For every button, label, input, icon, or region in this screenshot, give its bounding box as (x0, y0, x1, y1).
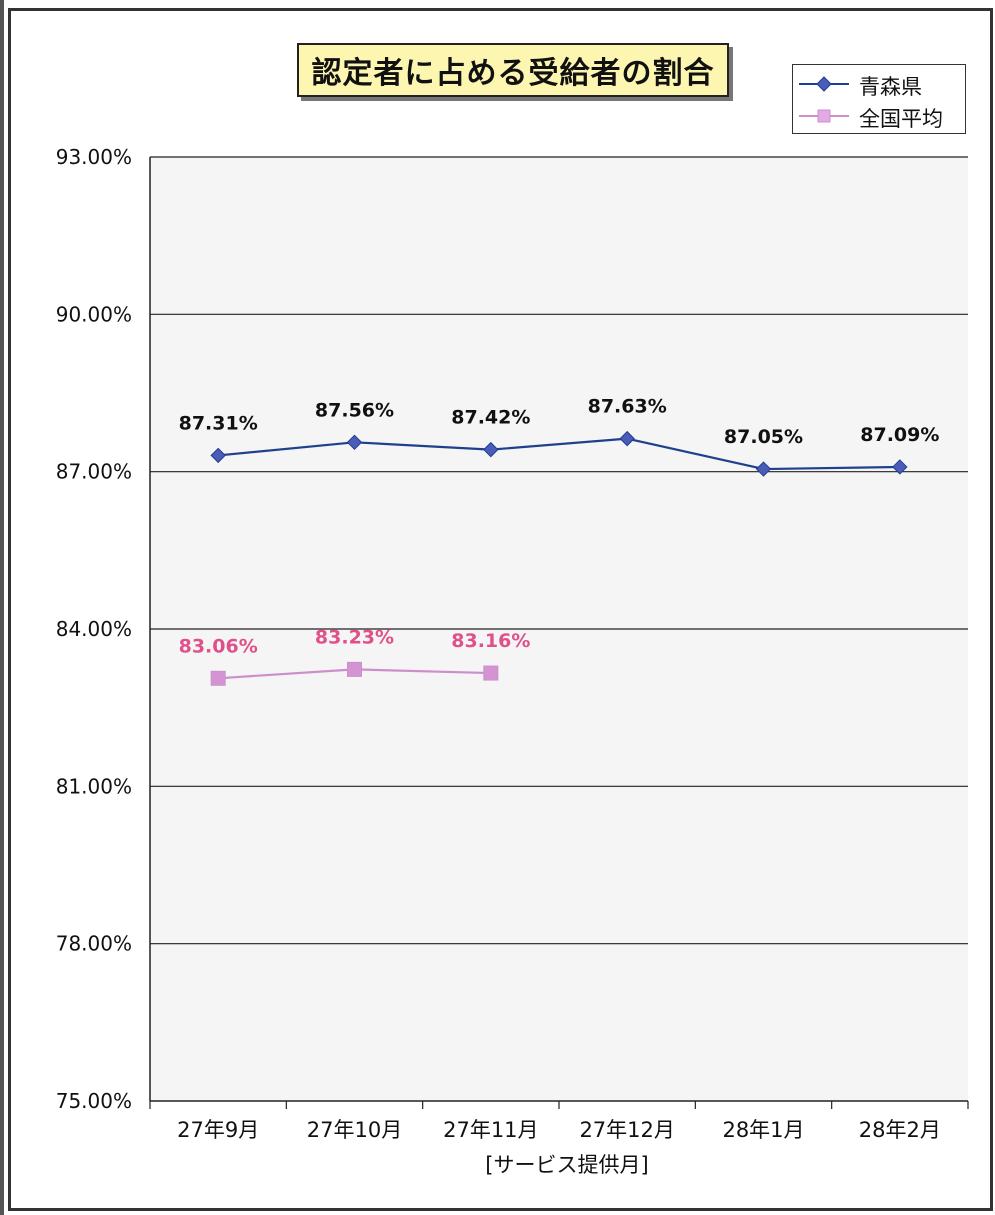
x-tick-label: 27年9月 (177, 1118, 259, 1142)
y-axis: 93.00% 90.00% 87.00% 84.00% 81.00% 78.00% 75.0… (56, 145, 151, 1113)
series-line-0 (218, 437, 900, 471)
data-label: 87.09% (860, 424, 939, 446)
legend-label-aomori: 青森県 (859, 75, 922, 99)
gridlines (150, 156, 968, 945)
x-tick-label: 27年10月 (307, 1118, 402, 1142)
legend-item-national: 全国平均 (793, 101, 965, 131)
data-label: 87.63% (588, 396, 667, 418)
data-point-diamond (892, 459, 908, 475)
y-tick-label: 87.00% (56, 460, 132, 484)
x-tick-label: 27年12月 (579, 1118, 674, 1142)
y-tick-label: 81.00% (56, 774, 132, 798)
data-label: 83.16% (451, 630, 530, 652)
chart-title: 認定者に占める受給者の割合 (297, 43, 729, 97)
x-axis: 27年9月 27年10月 27年11月 27年12月 28年1月 28年2月 (149, 1100, 969, 1142)
data-label: 83.23% (315, 626, 394, 648)
data-point-square (483, 665, 499, 681)
x-axis-title: [サービス提供月] (485, 1153, 648, 1177)
data-label: 87.56% (315, 399, 394, 421)
data-label: 83.06% (179, 635, 258, 657)
legend: 青森県 全国平均 (792, 64, 966, 134)
data-point-diamond (755, 461, 772, 477)
y-tick-label: 84.00% (56, 617, 132, 641)
series-markers (210, 430, 908, 686)
x-tick-label: 27年11月 (443, 1118, 538, 1142)
left-border-bar (0, 0, 4, 1215)
chart-title-text: 認定者に占める受給者の割合 (311, 56, 715, 91)
data-point-square (347, 661, 362, 677)
legend-line-square-icon (799, 109, 849, 123)
y-tick-label: 90.00% (56, 302, 132, 326)
data-label: 87.42% (451, 407, 530, 429)
legend-line-diamond-icon (799, 76, 849, 92)
data-point-diamond (619, 430, 635, 447)
data-point-diamond (210, 447, 226, 464)
y-tick-label: 93.00% (56, 145, 132, 169)
legend-item-aomori: 青森県 (793, 69, 965, 99)
legend-label-national: 全国平均 (859, 107, 943, 131)
data-point-square (210, 670, 226, 686)
y-tick-label: 78.00% (56, 932, 132, 956)
data-label: 87.05% (724, 426, 803, 448)
data-point-diamond (346, 434, 363, 451)
x-tick-label: 28年2月 (859, 1118, 941, 1142)
data-labels: 87.31% 87.56% 87.42% 87.63% 87.05% 87.09% 83.0… (179, 396, 940, 658)
x-tick-label: 28年1月 (722, 1118, 804, 1142)
data-point-diamond (483, 441, 499, 458)
data-label: 87.31% (179, 412, 258, 434)
y-tick-label: 75.00% (56, 1089, 132, 1113)
